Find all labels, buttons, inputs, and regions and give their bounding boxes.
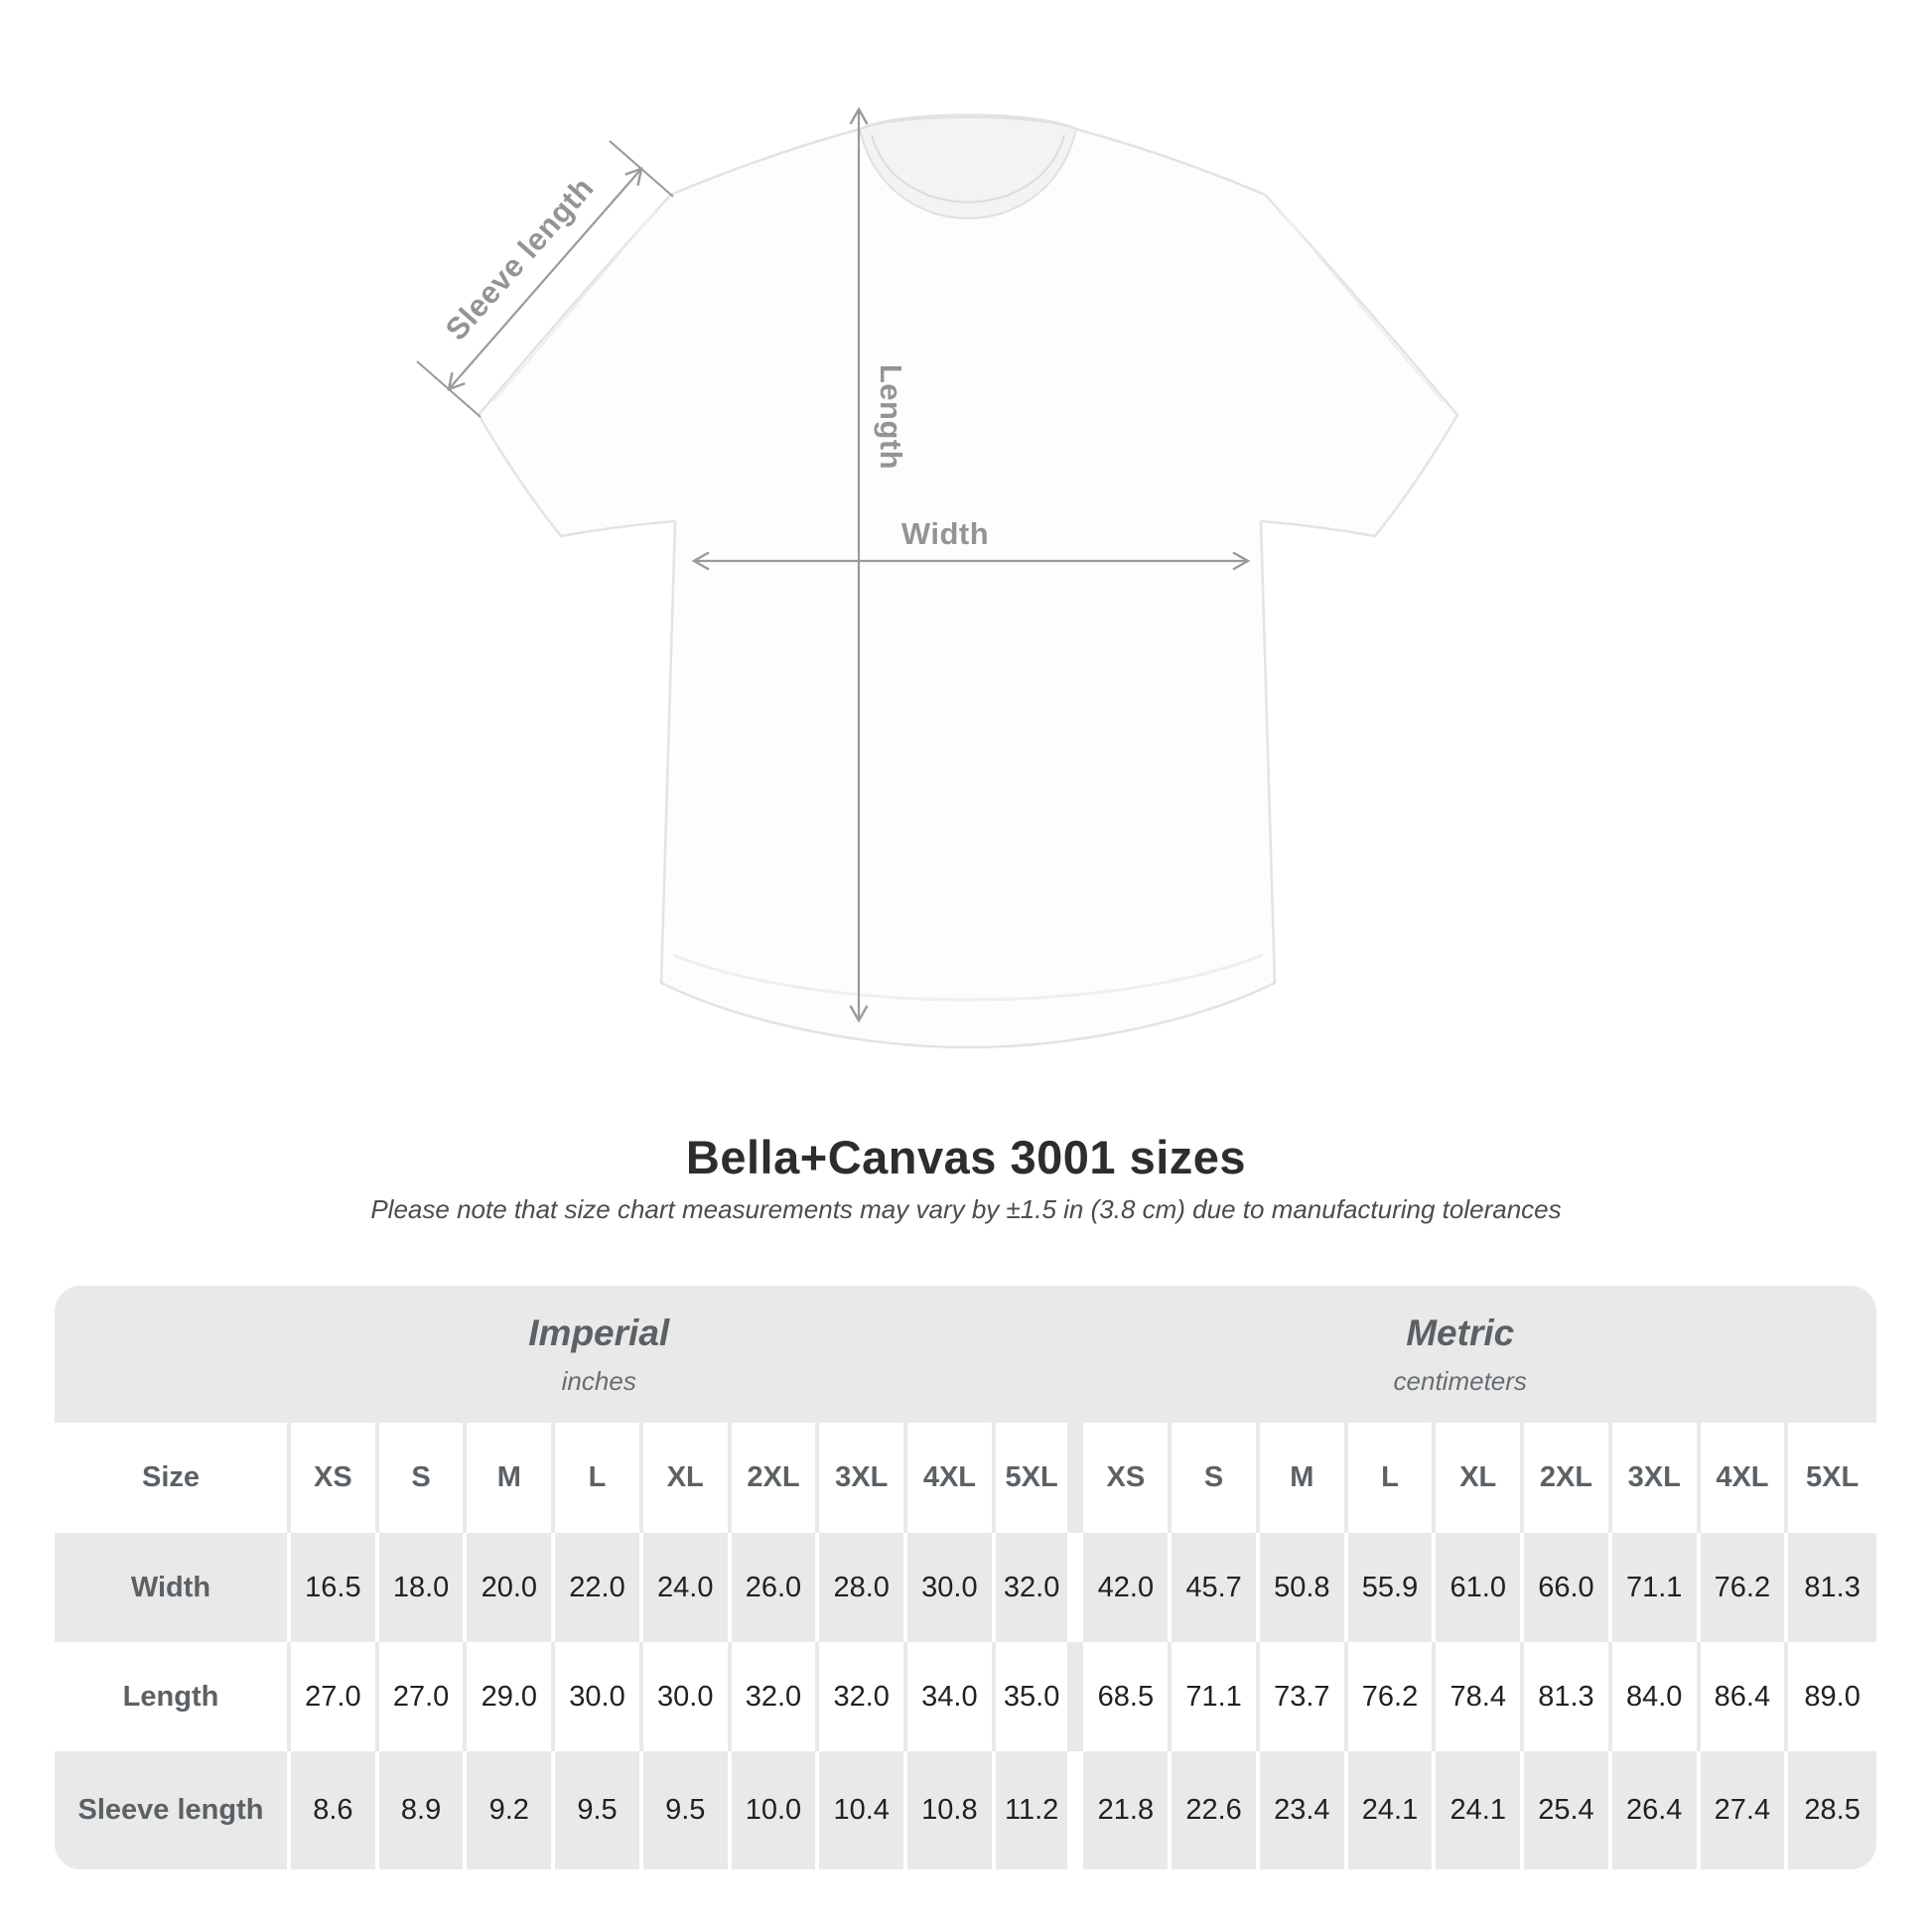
- size-header: S: [1172, 1423, 1260, 1533]
- size-column-header: Size: [55, 1423, 291, 1533]
- metric-section-unit: centimeters: [1393, 1365, 1527, 1396]
- value-cell: 21.8: [1083, 1751, 1173, 1869]
- value-cell: 27.0: [378, 1642, 468, 1751]
- row-label: Length: [55, 1642, 291, 1751]
- value-cell: 20.0: [467, 1533, 556, 1642]
- value-cell: 18.0: [378, 1533, 468, 1642]
- value-cell: 11.2: [995, 1751, 1084, 1869]
- tshirt-illustration: [477, 113, 1459, 1049]
- size-header: XL: [1436, 1423, 1525, 1533]
- value-cell: 24.1: [1347, 1751, 1437, 1869]
- imperial-section-unit: inches: [561, 1365, 636, 1396]
- sleeve-length-arrow: [447, 167, 643, 391]
- value-cell: 10.4: [819, 1751, 908, 1869]
- imperial-section-label: Imperial: [528, 1311, 670, 1353]
- row-label: Width: [55, 1533, 291, 1642]
- value-cell: 32.0: [731, 1642, 820, 1751]
- value-cell: 68.5: [1083, 1642, 1173, 1751]
- size-header: 3XL: [819, 1423, 908, 1533]
- value-cell: 10.0: [731, 1751, 820, 1869]
- size-header: 5XL: [1788, 1423, 1876, 1533]
- value-cell: 34.0: [907, 1642, 996, 1751]
- size-header: M: [467, 1423, 556, 1533]
- value-cell: 28.5: [1788, 1751, 1876, 1869]
- size-header: 4XL: [907, 1423, 996, 1533]
- value-cell: 9.5: [642, 1751, 732, 1869]
- value-cell: 8.6: [291, 1751, 379, 1869]
- value-cell: 29.0: [467, 1642, 556, 1751]
- value-cell: 8.9: [378, 1751, 468, 1869]
- sleeve-length-cap-start: [416, 360, 482, 418]
- value-cell: 61.0: [1436, 1533, 1525, 1642]
- metric-section-header: Metric centimeters: [1083, 1286, 1876, 1423]
- size-header: 2XL: [1524, 1423, 1612, 1533]
- value-cell: 71.1: [1611, 1533, 1701, 1642]
- size-header: S: [378, 1423, 468, 1533]
- value-cell: 71.1: [1172, 1642, 1260, 1751]
- value-cell: 9.5: [555, 1751, 643, 1869]
- value-cell: 22.0: [555, 1533, 643, 1642]
- value-cell: 22.6: [1172, 1751, 1260, 1869]
- value-cell: 66.0: [1524, 1533, 1612, 1642]
- value-cell: 55.9: [1347, 1533, 1437, 1642]
- sleeve-length-cap-end: [609, 140, 674, 198]
- value-cell: 89.0: [1788, 1642, 1876, 1751]
- value-cell: 16.5: [291, 1533, 379, 1642]
- value-cell: 30.0: [642, 1642, 732, 1751]
- value-cell: 76.2: [1700, 1533, 1789, 1642]
- value-cell: 76.2: [1347, 1642, 1437, 1751]
- size-header: 3XL: [1611, 1423, 1701, 1533]
- size-table: Imperial inches Metric centimeters Size …: [55, 1286, 1876, 1869]
- tshirt-diagram: Length Width Sleeve length: [416, 106, 1459, 1049]
- size-header: 5XL: [995, 1423, 1084, 1533]
- value-cell: 27.0: [291, 1642, 379, 1751]
- size-header: XS: [291, 1423, 379, 1533]
- value-cell: 32.0: [819, 1642, 908, 1751]
- value-cell: 26.4: [1611, 1751, 1701, 1869]
- value-cell: 81.3: [1788, 1533, 1876, 1642]
- size-header: L: [1347, 1423, 1437, 1533]
- value-cell: 30.0: [907, 1533, 996, 1642]
- value-cell: 73.7: [1259, 1642, 1348, 1751]
- value-cell: 35.0: [995, 1642, 1084, 1751]
- value-cell: 81.3: [1524, 1642, 1612, 1751]
- size-header: XL: [642, 1423, 732, 1533]
- value-cell: 23.4: [1259, 1751, 1348, 1869]
- length-label: Length: [874, 364, 908, 470]
- value-cell: 25.4: [1524, 1751, 1612, 1869]
- value-cell: 28.0: [819, 1533, 908, 1642]
- value-cell: 27.4: [1700, 1751, 1789, 1869]
- tolerance-note: Please note that size chart measurements…: [370, 1194, 1562, 1224]
- value-cell: 24.1: [1436, 1751, 1525, 1869]
- size-header: M: [1259, 1423, 1348, 1533]
- value-cell: 78.4: [1436, 1642, 1525, 1751]
- size-header: 2XL: [731, 1423, 820, 1533]
- width-label: Width: [901, 516, 989, 551]
- value-cell: 10.8: [907, 1751, 996, 1869]
- value-cell: 45.7: [1172, 1533, 1260, 1642]
- value-cell: 24.0: [642, 1533, 732, 1642]
- size-header: XS: [1083, 1423, 1173, 1533]
- imperial-section-header: Imperial inches: [55, 1286, 1084, 1423]
- value-cell: 9.2: [467, 1751, 556, 1869]
- value-cell: 50.8: [1259, 1533, 1348, 1642]
- page-title: Bella+Canvas 3001 sizes: [685, 1131, 1247, 1183]
- value-cell: 86.4: [1700, 1642, 1789, 1751]
- value-cell: 84.0: [1611, 1642, 1701, 1751]
- size-header: L: [555, 1423, 643, 1533]
- value-cell: 42.0: [1083, 1533, 1173, 1642]
- value-cell: 32.0: [995, 1533, 1084, 1642]
- row-label: Sleeve length: [55, 1751, 291, 1869]
- value-cell: 26.0: [731, 1533, 820, 1642]
- value-cell: 30.0: [555, 1642, 643, 1751]
- metric-section-label: Metric: [1406, 1311, 1515, 1353]
- size-header: 4XL: [1700, 1423, 1789, 1533]
